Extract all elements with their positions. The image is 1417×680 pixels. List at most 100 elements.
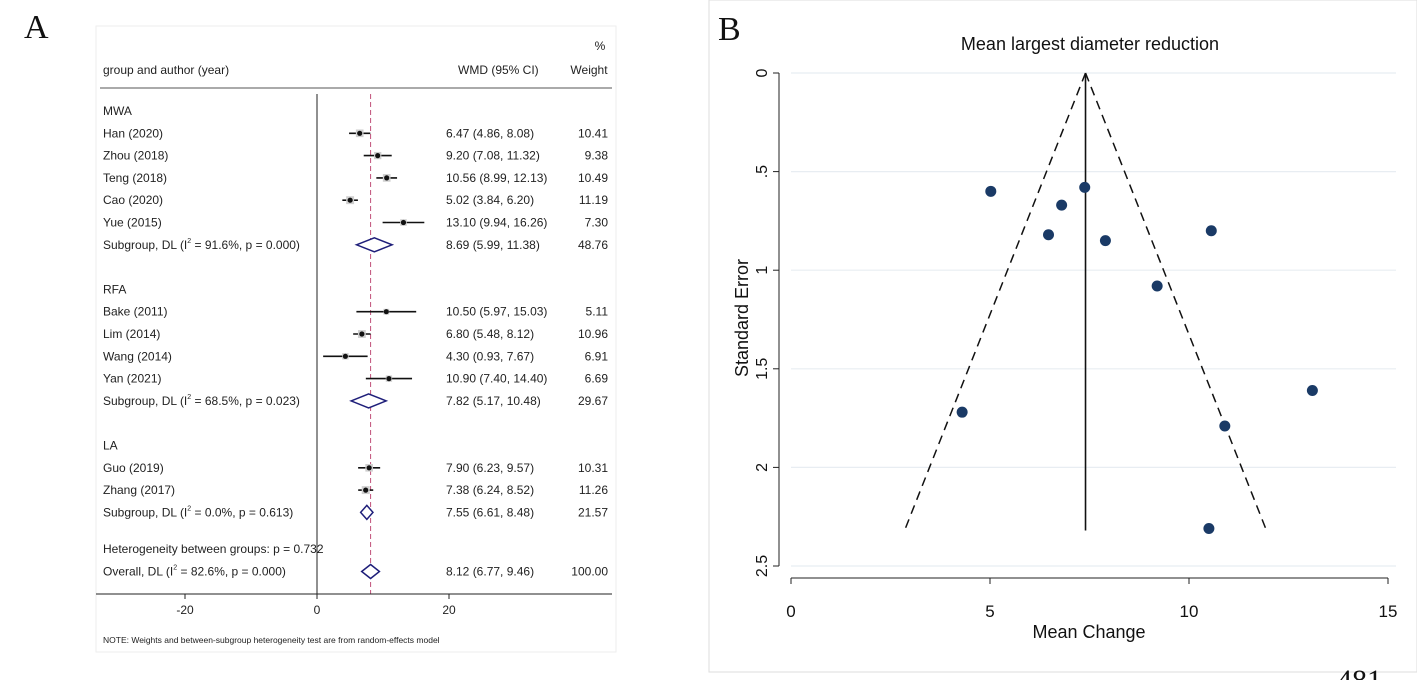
study-label: Teng (2018) [103,171,167,185]
subgroup-diamond [349,393,389,409]
point-estimate [366,465,372,471]
weight-value: 7.30 [585,216,609,230]
weight-value: 9.38 [585,149,609,163]
study-point [1043,229,1055,241]
panel-b-frame [708,0,1417,673]
wmd-value: 8.12 (6.77, 9.46) [446,564,534,578]
study-point [956,406,968,418]
wmd-value: 13.10 (9.94, 16.26) [446,216,547,230]
forest-plot-frame [95,25,617,653]
study-label: Wang (2014) [103,349,172,363]
study-point [1205,225,1217,237]
study-label: Yan (2021) [103,372,161,386]
subgroup-label: Subgroup, DL (I2 = 0.0%, p = 0.613) [103,505,293,519]
group-heading: RFA [103,282,126,296]
wmd-value: 9.20 (7.08, 11.32) [446,149,540,163]
funnel-x-tick-label: 10 [1180,602,1199,621]
study-point [1151,280,1163,292]
header-group-author: group and author (year) [103,63,229,77]
funnel-x-tick-label: 5 [985,602,994,621]
funnel-x-tick-label: 0 [786,602,795,621]
point-estimate [357,130,363,136]
panel-b-label: B [718,11,741,48]
wmd-value: 5.02 (3.84, 6.20) [446,193,534,207]
study-point [1079,181,1091,193]
point-estimate [383,309,389,315]
funnel-y-tick-label: .5 [754,165,771,178]
funnel-title: Mean largest diameter reduction [961,34,1219,54]
study-label: Cao (2020) [103,193,163,207]
header-weight-pct: % [595,39,606,53]
group-heading: LA [103,439,118,453]
panel-a-label: A [24,9,49,46]
study-label: Bake (2011) [103,305,167,319]
study-label: Yue (2015) [103,216,162,230]
study-label: Han (2020) [103,126,163,140]
funnel-right-limit [1084,72,1268,531]
study-point [1306,384,1318,396]
funnel-x-tick-label: 15 [1379,602,1398,621]
point-estimate [386,376,392,382]
study-label: Zhou (2018) [103,149,168,163]
wmd-value: 10.56 (8.99, 12.13) [446,171,547,185]
wmd-value: 7.38 (6.24, 8.52) [446,483,534,497]
point-estimate [384,175,390,181]
overall-label: Overall, DL (I2 = 82.6%, p = 0.000) [103,564,286,578]
wmd-value: 4.30 (0.93, 7.67) [446,349,534,363]
funnel-y-tick-label: 1.5 [754,358,771,380]
point-estimate [359,331,365,337]
wmd-value: 7.82 (5.17, 10.48) [446,394,541,408]
weight-value: 10.31 [578,461,608,475]
funnel-y-tick-label: 0 [754,68,771,77]
forest-note: NOTE: Weights and between-subgroup heter… [103,635,440,645]
weight-value: 5.11 [586,305,609,319]
weight-value: 10.49 [578,171,608,185]
weight-value: 21.57 [578,505,608,519]
header-wmd: WMD (95% CI) [458,63,539,77]
funnel-left-limit [903,72,1087,531]
weight-value: 6.91 [585,349,609,363]
header-weight: Weight [570,63,608,77]
funnel-y-tick-label: 2 [754,463,771,472]
weight-value: 48.76 [578,238,608,252]
subgroup-diamond [354,236,395,253]
subgroup-diamond [359,504,374,521]
point-estimate [363,487,369,493]
study-point [1099,235,1111,247]
weight-value: 6.69 [585,372,609,386]
study-point [1056,199,1068,211]
funnel-plot: 0 .5 1 1.5 2 2.5 0 5 10 15 [754,68,1397,621]
weight-value: 100.00 [571,564,608,578]
wmd-value: 6.80 (5.48, 8.12) [446,327,534,341]
forest-x-tick-label: -20 [176,603,194,617]
study-point [985,185,997,197]
group-heading: MWA [103,104,132,118]
forest-x-tick-label: 20 [442,603,456,617]
wmd-value: 7.90 (6.23, 9.57) [446,461,534,475]
page-number: 481 [1337,664,1382,680]
wmd-value: 6.47 (4.86, 8.08) [446,126,534,140]
weight-value: 10.41 [578,126,608,140]
subgroup-label: Subgroup, DL (I2 = 68.5%, p = 0.023) [103,394,300,408]
study-point [1203,523,1215,535]
forest-x-tick-label: 0 [314,603,321,617]
study-label: Guo (2019) [103,461,164,475]
funnel-y-tick-label: 1 [754,266,771,275]
weight-value: 11.26 [579,483,608,497]
wmd-value: 10.90 (7.40, 14.40) [446,372,547,386]
point-estimate [347,197,353,203]
weight-value: 11.19 [579,193,608,207]
wmd-value: 10.50 (5.97, 15.03) [446,305,547,319]
funnel-y-axis-label: Standard Error [732,259,752,377]
heterogeneity-text: Heterogeneity between groups: p = 0.732 [103,542,324,556]
forest-plot: MWA Han (2020) 6.47 (4.86, 8.08) 10.41 Zhou … [96,94,612,617]
wmd-value: 8.69 (5.99, 11.38) [446,238,540,252]
weight-value: 10.96 [578,327,608,341]
study-point [1219,420,1231,432]
study-label: Zhang (2017) [103,483,175,497]
point-estimate [375,153,381,159]
weight-value: 29.67 [578,394,608,408]
point-estimate [400,219,407,226]
study-label: Lim (2014) [103,327,160,341]
